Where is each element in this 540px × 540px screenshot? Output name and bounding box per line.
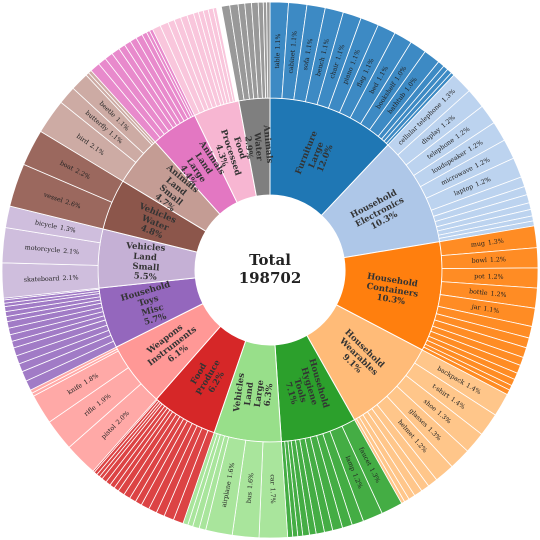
outer-label-name: bed [368,81,380,95]
outer-label-value: 2.1% [63,247,80,255]
outer-label-name: skateboard [24,275,60,283]
outer-label-value: 1.1% [320,38,331,55]
outer-label: table 1.1% [273,33,281,68]
outer-label: bowl 1.2% [472,256,507,265]
inner-label: Vehicles Land Small [124,241,169,274]
outer-label-value: 2.6% [64,198,81,210]
outer-segment [212,6,237,103]
outer-label-value: 1.1% [274,33,282,49]
inner-value-label: 10.3% [376,293,406,307]
outer-label-name: chair [328,61,340,80]
outer-label: skateboard 2.1% [24,274,79,283]
outer-label: airplane1.6% [220,462,236,508]
inner-value-label: 5.5% [133,271,156,283]
outer-label-value: 2.1% [62,274,78,282]
outer-label: sofa1.1% [302,38,314,71]
outer-label: motorcycle 2.1% [25,244,80,256]
outer-label: bench1.1% [315,38,331,77]
outer-label-name: bus [245,492,253,504]
outer-label-name: flag [355,74,367,88]
outer-label-name: sofa [302,56,311,70]
outer-label-value: 1.7% [269,488,276,504]
outer-label-name: bicycle [34,219,58,230]
outer-label-name: bench [315,56,326,77]
inner-label: Vehicles Land Large [231,369,266,416]
outer-label-value: 1.6% [246,473,254,490]
inner-label: Animals Water [251,124,275,168]
outer-label-name: bowl [472,257,488,265]
outer-label-value: 1.1% [304,38,314,55]
outer-label-name: cabinet [287,49,296,74]
outer-label-name: jar [470,303,482,312]
center-label: Total [249,251,291,269]
outer-label-value: 1.6% [226,462,236,479]
outer-label: chair1.1% [328,44,346,80]
outer-label-name: car [269,474,276,485]
outer-label: jar 1.1% [470,303,500,315]
outer-label-name: motorcycle [25,244,61,254]
inner-value-label: 2.9% [242,136,254,160]
center-hole [195,195,345,345]
outer-label-value: 1.1% [290,31,299,48]
outer-label: bottle 1.2% [469,288,507,299]
outer-label-name: mug [470,240,485,249]
outer-label-name: bottle [469,288,489,297]
outer-label-name: pot [474,273,485,280]
outer-label-value: 1.3% [487,237,504,246]
inner-value-label: 6.3% [263,383,276,407]
outer-label-value: 1.2% [487,273,503,280]
outer-label-value: 1.1% [483,305,500,315]
outer-label-name: airplane [220,480,232,507]
outer-label-name: table [273,52,281,69]
outer-label: mug 1.3% [470,237,504,248]
outer-label: bicycle 1.3% [34,219,76,234]
outer-segment [266,1,271,99]
outer-label: cabinet1.1% [287,31,298,74]
outer-label: bus 1.6% [245,473,255,504]
outer-label-value: 1.2% [490,256,506,264]
outer-label: car 1.7% [269,474,276,503]
outer-label-value: 1.3% [59,224,76,234]
outer-label: pot 1.2% [474,273,504,281]
outer-label-value: 1.2% [490,290,507,299]
outer-label-value: 1.1% [334,44,346,61]
center-total: 198702 [239,269,302,287]
